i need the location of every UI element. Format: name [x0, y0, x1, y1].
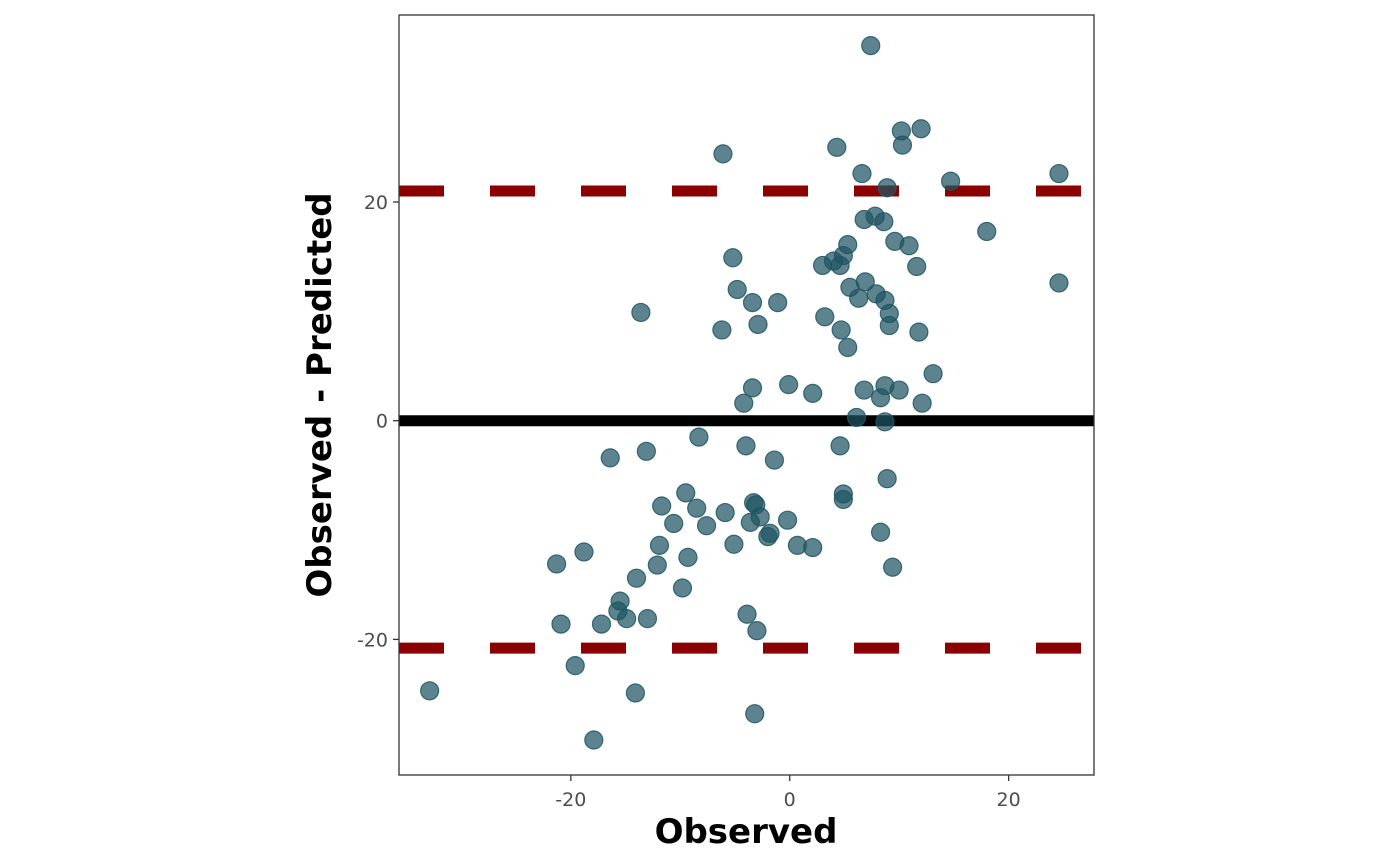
data-point — [830, 436, 850, 456]
data-point — [874, 212, 894, 232]
data-point — [652, 496, 672, 516]
data-point — [875, 412, 895, 432]
data-point — [909, 322, 929, 342]
data-point — [892, 135, 913, 155]
data-point — [631, 302, 651, 323]
data-point — [647, 555, 667, 575]
data-point — [923, 364, 943, 384]
data-point — [687, 498, 707, 518]
data-point — [977, 221, 997, 242]
data-point — [740, 512, 760, 532]
data-point — [547, 554, 567, 574]
data-point — [689, 427, 709, 447]
data-point — [723, 248, 743, 268]
data-point — [815, 307, 835, 327]
data-point — [803, 537, 823, 558]
data-point — [712, 320, 732, 340]
data-point — [907, 256, 927, 277]
data-point — [727, 279, 747, 300]
data-point — [736, 436, 756, 456]
data-point — [830, 255, 850, 276]
data-point — [861, 36, 881, 56]
x-tick-label: 0 — [784, 789, 796, 811]
data-point — [879, 315, 899, 336]
data-point — [899, 236, 919, 256]
x-axis-title: Observed — [655, 812, 838, 852]
y-tick-label: 0 — [376, 411, 388, 433]
data-point — [649, 535, 670, 555]
data-point — [1049, 163, 1069, 184]
data-point — [941, 171, 961, 191]
y-tick-label: 20 — [364, 192, 388, 214]
data-point — [742, 292, 763, 313]
plot-border — [398, 14, 1095, 776]
data-point — [420, 681, 440, 701]
data-point — [617, 609, 637, 629]
y-axis-ticks: -20 0 20 — [357, 192, 399, 651]
data-point — [779, 375, 799, 395]
data-point — [838, 337, 858, 358]
data-point — [1049, 273, 1069, 293]
data-point — [748, 314, 768, 335]
data-point — [742, 378, 763, 398]
data-point — [758, 527, 778, 547]
data-point — [870, 522, 891, 542]
data-point — [777, 510, 798, 530]
data-point — [584, 730, 604, 750]
data-point — [912, 393, 932, 413]
data-point — [803, 383, 823, 403]
reference-lines — [399, 185, 1094, 654]
data-point — [889, 380, 909, 400]
data-point — [664, 513, 684, 534]
data-point — [737, 604, 757, 624]
x-tick-label: 20 — [997, 789, 1021, 811]
data-point — [672, 578, 693, 598]
data-points — [420, 36, 1069, 750]
data-point — [734, 393, 754, 413]
data-point — [831, 320, 851, 340]
data-point — [626, 568, 647, 588]
data-point — [768, 292, 788, 313]
data-point — [745, 704, 765, 724]
data-point — [854, 209, 874, 230]
data-point — [854, 380, 874, 400]
y-axis-title: Observed - Predicted — [300, 192, 340, 597]
data-point — [870, 388, 891, 408]
data-point — [846, 407, 867, 428]
data-point — [852, 163, 872, 184]
data-point — [565, 656, 585, 676]
data-point — [636, 441, 656, 461]
data-point — [551, 614, 571, 634]
x-tick-label: -20 — [555, 789, 586, 811]
data-point — [747, 621, 767, 641]
data-point — [637, 609, 658, 629]
data-point — [812, 255, 833, 276]
data-point — [676, 483, 696, 503]
data-point — [833, 489, 853, 510]
data-point — [713, 144, 733, 164]
data-point — [600, 448, 620, 468]
data-point — [849, 288, 869, 308]
data-point — [764, 450, 785, 470]
data-point — [625, 683, 646, 703]
data-point — [911, 119, 931, 139]
data-point — [883, 557, 903, 577]
data-point — [696, 516, 717, 536]
data-point — [877, 469, 897, 489]
data-point — [877, 178, 897, 198]
data-point — [591, 614, 612, 634]
data-point — [574, 542, 594, 562]
data-point — [715, 502, 735, 523]
y-tick-label: -20 — [357, 629, 388, 651]
data-point — [678, 547, 698, 567]
data-point — [724, 534, 744, 554]
x-axis-ticks: -20 0 20 — [555, 775, 1021, 811]
data-point — [827, 137, 847, 157]
